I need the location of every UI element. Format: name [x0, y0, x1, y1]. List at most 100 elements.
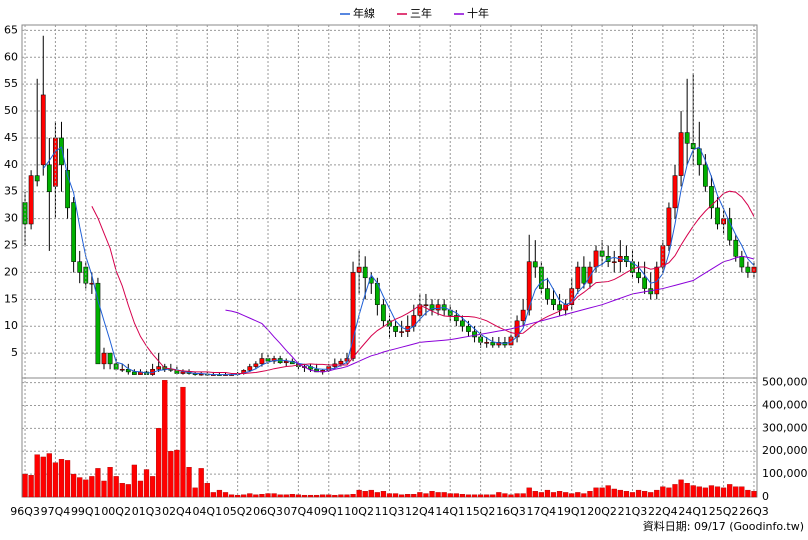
- candle-body: [557, 304, 562, 311]
- volume-bar: [247, 493, 253, 498]
- volume-bar: [490, 494, 496, 498]
- volume-bar: [544, 489, 551, 498]
- volume-bar: [107, 467, 113, 498]
- candle-body: [520, 309, 526, 322]
- x-tick-label: 07Q4: [284, 505, 314, 518]
- x-tick-label: 25Q2: [709, 505, 739, 518]
- y2-tick-label: 300,000: [762, 421, 808, 434]
- volume-bar: [313, 494, 320, 498]
- candle-body: [180, 371, 186, 374]
- x-tick-label: 00Q2: [101, 505, 131, 518]
- volume-bar: [374, 492, 380, 498]
- candle-body: [399, 331, 405, 333]
- volume-bar: [514, 493, 520, 498]
- volume-bar: [635, 489, 642, 498]
- candle-body: [338, 360, 344, 365]
- volume-bar: [149, 476, 156, 498]
- volume-bar: [277, 494, 283, 498]
- volume-bar: [508, 494, 514, 498]
- candle-body: [496, 342, 502, 346]
- x-tick-label: 10Q2: [344, 505, 374, 518]
- volume-bar: [459, 494, 466, 498]
- candle-body: [472, 331, 477, 338]
- ma-line: [225, 255, 755, 373]
- volume-bar: [465, 494, 472, 498]
- volume-bar: [563, 492, 569, 498]
- volume-bar: [672, 484, 678, 498]
- candle-body: [666, 207, 672, 246]
- y-tick-label: 55: [4, 77, 18, 90]
- volume-bar: [690, 485, 696, 498]
- y2-tick-label: 500,000: [762, 376, 808, 389]
- y-tick-label: 45: [4, 131, 18, 144]
- candle-body: [350, 272, 356, 359]
- volume-bar: [143, 469, 150, 498]
- volume-bar: [210, 492, 216, 498]
- candle-body: [34, 175, 40, 182]
- candle-body: [119, 368, 125, 371]
- x-tick-label: 22Q4: [648, 505, 678, 518]
- volume-bar: [265, 493, 271, 498]
- volume-bar: [739, 486, 745, 498]
- volume-bar: [77, 477, 83, 498]
- volume-bar: [168, 451, 174, 498]
- candle-body: [532, 261, 538, 268]
- y2-tick-label: 400,000: [762, 398, 808, 411]
- volume-bar: [386, 493, 393, 498]
- volume-bar: [745, 489, 751, 498]
- volume-bar: [125, 484, 131, 498]
- candle-body: [71, 202, 77, 262]
- volume-bar: [702, 487, 708, 498]
- y-tick-label: 10: [4, 319, 18, 332]
- volume-bar: [611, 488, 617, 498]
- candle-body: [745, 266, 751, 273]
- volume-bar: [496, 492, 502, 498]
- volume-bar: [241, 494, 247, 498]
- candle-body: [259, 358, 265, 365]
- y-tick-label: 60: [4, 50, 18, 63]
- y2-tick-label: 100,000: [762, 467, 808, 480]
- volume-bar: [192, 487, 198, 498]
- volume-bar: [83, 479, 89, 498]
- volume-bar: [338, 494, 344, 498]
- volume-bar: [64, 460, 71, 498]
- volume-bar: [326, 494, 332, 498]
- candle-body: [709, 186, 714, 209]
- x-tick-label: 14Q1: [435, 505, 465, 518]
- volume-bar: [332, 494, 338, 498]
- candle-body: [611, 261, 617, 263]
- volume-bar: [581, 493, 587, 498]
- volume-bar: [654, 489, 660, 498]
- volume-bar: [46, 453, 52, 498]
- volume-bar: [216, 489, 223, 498]
- volume-bar: [617, 489, 623, 498]
- volume-bar: [629, 492, 636, 498]
- legend: 年線 三年 十年: [340, 6, 489, 20]
- volume-bar: [453, 493, 459, 498]
- candle-body: [429, 304, 435, 311]
- volume-bar: [714, 486, 721, 498]
- candle-body: [727, 218, 733, 241]
- y-tick-label: 5: [11, 346, 18, 359]
- volume-bar: [22, 473, 28, 498]
- volume-bar: [641, 491, 648, 498]
- ma-line: [91, 190, 755, 375]
- x-tick-label: 24Q1: [678, 505, 708, 518]
- volume-bar: [89, 476, 95, 498]
- candle-body: [581, 266, 587, 284]
- y-tick-label: 40: [4, 158, 18, 171]
- volume-bar: [113, 476, 119, 498]
- y-tick-label: 15: [4, 292, 18, 305]
- volume-bar: [380, 491, 387, 498]
- candle-body: [83, 266, 89, 284]
- candle-body: [587, 266, 593, 284]
- volume-bar: [405, 494, 411, 498]
- candle-body: [678, 132, 684, 176]
- volume-bar: [289, 494, 295, 498]
- volume-bar: [392, 493, 399, 498]
- candle-body: [435, 304, 441, 311]
- x-tick-label: 12Q4: [405, 505, 435, 518]
- candle-body: [423, 304, 429, 306]
